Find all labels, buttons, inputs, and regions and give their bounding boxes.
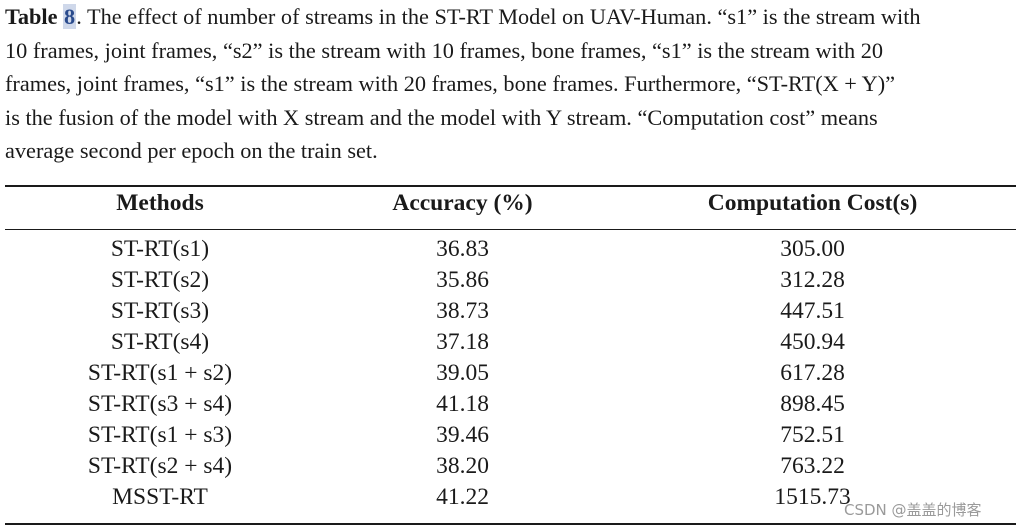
caption-line-1: Table 8. The effect of number of streams… [5,0,1029,34]
method-cell: MSST-RT [112,484,208,510]
table-row: MSST-RT 41.22 1515.73 [5,484,1016,515]
table-row: ST-RT(s2) 35.86 312.28 [5,267,1016,298]
accuracy-cell: 39.46 [436,422,489,448]
table-header-rule [5,229,1016,230]
computation-cost-cell: 763.22 [780,453,845,479]
table-row: ST-RT(s1 + s3) 39.46 752.51 [5,422,1016,453]
accuracy-cell: 35.86 [436,267,489,293]
computation-cost-cell: 898.45 [780,391,845,417]
table-row: ST-RT(s1 + s2) 39.05 617.28 [5,360,1016,391]
computation-cost-cell: 447.51 [780,298,845,324]
accuracy-cell: 41.22 [436,484,489,510]
method-cell: ST-RT(s4) [110,329,210,355]
csdn-watermark: CSDN @盖盖的博客 [844,501,982,519]
computation-cost-cell: 305.00 [780,236,845,262]
table-row: ST-RT(s1) 36.83 305.00 [5,236,1016,267]
accuracy-cell: 41.18 [436,391,489,417]
method-cell: ST-RT(s3) [110,298,210,324]
accuracy-cell: 37.18 [436,329,489,355]
table-bottom-rule [5,523,1016,525]
table-row: ST-RT(s2 + s4) 38.20 763.22 [5,453,1016,484]
method-cell: ST-RT(s2) [110,267,210,293]
computation-cost-cell: 312.28 [780,267,845,293]
table-number[interactable]: 8 [63,4,77,29]
computation-cost-cell: 1515.73 [774,484,851,510]
accuracy-cell: 38.73 [436,298,489,324]
table-top-rule [5,185,1016,187]
caption-line-2: 10 frames, joint frames, “s2” is the str… [5,37,884,63]
computation-cost-cell: 450.94 [780,329,845,355]
accuracy-cell: 39.05 [436,360,489,386]
accuracy-cell: 38.20 [436,453,489,479]
caption-label: Table [5,4,58,29]
method-cell: ST-RT(s1 + s2) [87,360,233,386]
caption-line-4: is the fusion of the model with X stream… [5,104,878,130]
caption-line-1-text: . The effect of number of streams in the… [76,4,921,29]
computation-cost-cell: 617.28 [780,360,845,386]
header-computation-cost: Computation Cost(s) [707,190,918,216]
method-cell: ST-RT(s2 + s4) [87,453,233,479]
table-row: ST-RT(s3) 38.73 447.51 [5,298,1016,329]
header-methods: Methods [116,190,204,216]
computation-cost-cell: 752.51 [780,422,845,448]
accuracy-cell: 36.83 [436,236,489,262]
method-cell: ST-RT(s1 + s3) [87,422,233,448]
method-cell: ST-RT(s3 + s4) [87,391,233,417]
table-caption: Table 8. The effect of number of streams… [5,0,1029,168]
method-cell: ST-RT(s1) [110,236,210,262]
table-header-row: Methods Accuracy (%) Computation Cost(s) [5,190,1016,226]
table-row: ST-RT(s3 + s4) 41.18 898.45 [5,391,1016,422]
header-accuracy: Accuracy (%) [392,190,533,216]
caption-line-5: average second per epoch on the train se… [5,138,378,163]
caption-line-3: frames, joint frames, “s1” is the stream… [5,71,896,96]
table-row: ST-RT(s4) 37.18 450.94 [5,329,1016,360]
